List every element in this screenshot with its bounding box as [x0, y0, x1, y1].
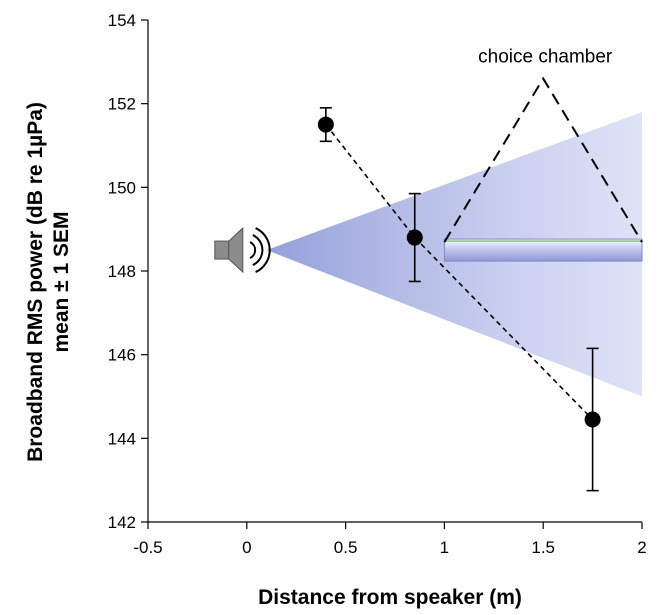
data-series: [317, 107, 601, 492]
x-tick-label: 0: [242, 538, 251, 557]
choice-chamber-label: choice chamber: [478, 47, 613, 68]
speaker-body: [214, 240, 230, 260]
data-point-2: [406, 229, 423, 246]
y-tick-label: 142: [108, 513, 136, 532]
sound-wave-3: [255, 227, 271, 273]
y-tick-label: 154: [108, 11, 136, 30]
speaker-icon: [214, 226, 271, 274]
y-axis-title: Broadband RMS power (dB re 1µPa): [24, 102, 47, 462]
x-axis-ticks: -0.5 0 0.5 1 1.5 2: [133, 522, 647, 557]
y-tick-label: 152: [108, 95, 136, 114]
y-tick-label: 150: [108, 178, 136, 197]
y-tick-label: 148: [108, 262, 136, 281]
data-point-3: [584, 411, 601, 428]
series-line: [325, 124, 594, 421]
data-point-1: [317, 116, 334, 133]
x-axis-title: Distance from speaker (m): [258, 586, 522, 609]
choice-chamber-tube: [443, 238, 643, 262]
y-axis-ticks: 142 144 146 148 150 152 154: [108, 11, 148, 532]
diagram-decor: [214, 76, 643, 397]
y-axis-subtitle: mean ± 1 SEM: [50, 211, 73, 352]
x-tick-label: 1.5: [531, 538, 555, 557]
choice-chamber-pointer: [443, 76, 643, 243]
x-tick-label: 1: [440, 538, 449, 557]
x-tick-label: 2: [637, 538, 646, 557]
y-tick-label: 146: [108, 346, 136, 365]
x-tick-label: -0.5: [133, 538, 162, 557]
y-tick-label: 144: [108, 429, 136, 448]
sound-wave-1: [249, 241, 257, 259]
speaker-cone: [228, 226, 244, 274]
x-tick-label: 0.5: [334, 538, 358, 557]
sound-wave-2: [252, 234, 264, 266]
